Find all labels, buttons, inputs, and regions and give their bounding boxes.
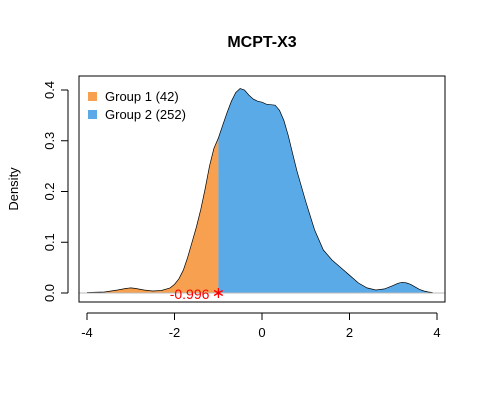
legend-swatch: [88, 92, 97, 101]
x-tick-label: 0: [258, 325, 265, 340]
legend: Group 1 (42) Group 2 (252): [88, 89, 186, 122]
x-tick-label: 2: [346, 325, 353, 340]
plot-frame: [78, 75, 446, 303]
threshold-marker-group: -0.996: [170, 286, 224, 302]
y-tick-label: 0.2: [42, 182, 57, 200]
x-tick-label: -2: [169, 325, 181, 340]
y-tick-label: 0.0: [42, 284, 57, 302]
y-axis: 0.0 0.1 0.2 0.3 0.4: [42, 81, 69, 302]
threshold-label: -0.996: [170, 286, 210, 302]
x-tick-label: -4: [81, 325, 93, 340]
chart-title: MCPT-X3: [227, 34, 296, 51]
legend-label: Group 2 (252): [105, 107, 186, 122]
legend-label: Group 1 (42): [105, 89, 179, 104]
y-axis-label: Density: [6, 167, 21, 211]
y-tick-label: 0.1: [42, 233, 57, 251]
density-area-1: [87, 137, 219, 293]
x-axis: -4 -2 0 2 4: [81, 312, 441, 340]
x-tick-label: 4: [433, 325, 440, 340]
y-tick-label: 0.3: [42, 132, 57, 150]
legend-swatch: [88, 110, 97, 119]
density-fills: [86, 88, 433, 293]
density-curve: [86, 88, 433, 293]
y-tick-label: 0.4: [42, 81, 57, 99]
density-area-2: [218, 88, 433, 293]
threshold-marker: [213, 288, 224, 298]
